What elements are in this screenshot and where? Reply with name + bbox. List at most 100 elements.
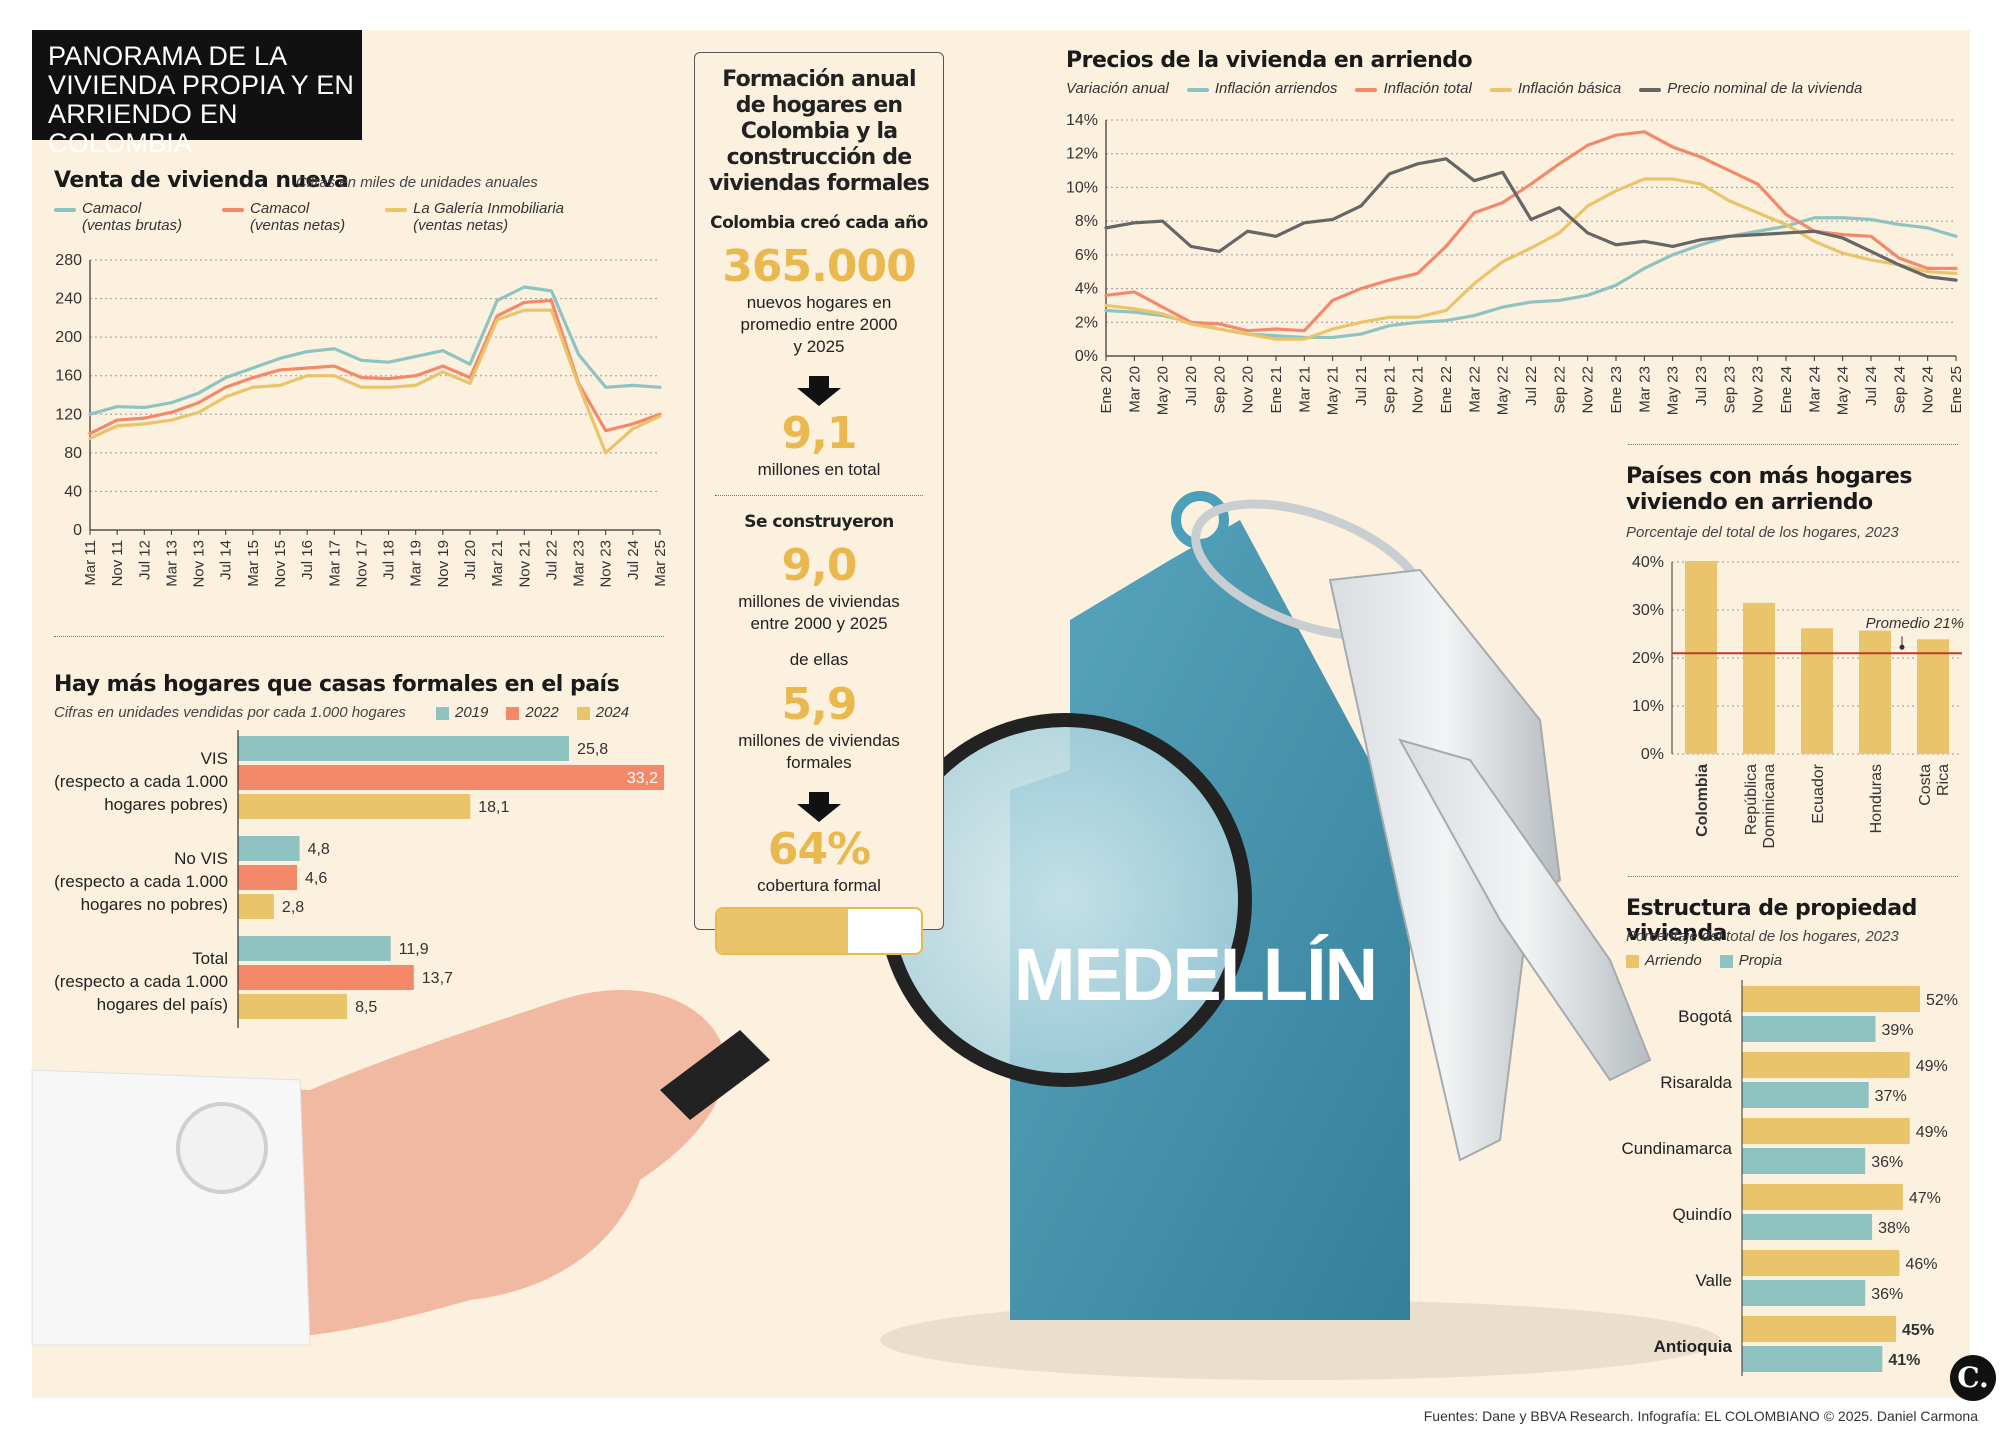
total-value: 9,1 (781, 408, 858, 459)
x-tick-label: Mar 15 (245, 540, 262, 587)
estructura-title: Estructura de propiedad vivienda (1626, 896, 1917, 946)
y-tick-label: 0% (1641, 746, 1664, 763)
x-tick-label: Nov 21 (516, 540, 533, 588)
bar (1742, 1184, 1903, 1210)
value-label: 11,9 (399, 941, 429, 958)
legend-label: Arriendo (1645, 952, 1702, 969)
category-label: Quindío (1672, 1205, 1732, 1224)
created-label: Colombia creó cada año (710, 213, 928, 233)
category-label: Bogotá (1678, 1007, 1732, 1026)
x-tick-label: Mar 24 (1806, 366, 1823, 413)
x-tick-label: Colombia (1694, 764, 1711, 837)
category-label: No VIS (174, 849, 228, 868)
value-label: 13,7 (422, 970, 453, 987)
category-label: hogares no pobres) (81, 895, 228, 914)
value-label: 8,5 (355, 999, 377, 1016)
legend-label: Inflación total (1383, 80, 1472, 97)
venta-legend: Camacol (ventas brutas) Camacol (ventas net… (54, 200, 564, 234)
created-desc: nuevos hogares en promedio entre 2000 y … (740, 293, 898, 356)
series-line (1104, 177, 1958, 341)
paises-chart: 0% 10% 20% 30% 40% Colombia República Dominican… (1632, 554, 1964, 848)
x-tick-label: Mar 11 (82, 540, 99, 586)
x-tick-label: Mar 21 (489, 540, 506, 587)
x-tick-label: May 22 (1495, 366, 1512, 415)
legend-label: Precio nominal de la vivienda (1667, 80, 1863, 97)
category-label: hogares del país) (97, 995, 228, 1014)
y-tick-label: 10% (1632, 698, 1664, 715)
x-tick-label: Mar 17 (326, 540, 343, 587)
category-label: Antioquia (1654, 1337, 1733, 1356)
x-tick-label: Sep 21 (1381, 366, 1398, 414)
x-tick-label: Nov 22 (1580, 366, 1597, 414)
hogares-subtitle: Cifras en unidades vendidas por cada 1.0… (54, 704, 406, 721)
reference-dot (1899, 644, 1905, 650)
category-label: Cundinamarca (1621, 1139, 1732, 1158)
y-tick-label: 80 (64, 445, 82, 462)
bar (1742, 1214, 1873, 1240)
category-label: Risaralda (1660, 1073, 1732, 1092)
x-tick-label: Sep 22 (1551, 366, 1568, 414)
legend-item: Inflación arriendos (1186, 80, 1337, 97)
x-tick-label: Ecuador (1810, 763, 1827, 823)
y-tick-label: 20% (1632, 650, 1664, 667)
x-tick-label: Jul 20 (462, 540, 479, 580)
city-label: MEDELLÍN (1014, 933, 1376, 1016)
y-tick-label: 120 (55, 406, 82, 423)
value-label: 39% (1882, 1022, 1914, 1039)
x-tick-label: Ene 23 (1608, 366, 1625, 414)
x-tick-label: Jul 24 (1863, 366, 1880, 406)
x-tick-label: Sep 20 (1211, 366, 1228, 414)
value-label: 46% (1905, 1256, 1937, 1273)
paises-title: Países con más hogares viviendo en arrie… (1626, 464, 1912, 515)
formal-value: 5,9 (781, 679, 858, 730)
divider (715, 495, 923, 496)
legend-item: 2019 (436, 704, 488, 721)
x-tick-label: Mar 13 (163, 540, 180, 587)
legend-item: 2022 (506, 704, 559, 721)
x-tick-label: Nov 17 (353, 540, 370, 588)
bar (238, 765, 664, 790)
x-tick-label: Jul 22 (1523, 366, 1540, 406)
y-tick-label: 0 (73, 522, 82, 539)
legend-swatch (1719, 955, 1733, 968)
y-tick-label: 200 (55, 329, 82, 346)
x-tick-label: Mar 22 (1466, 366, 1483, 413)
x-tick-label: Ene 21 (1268, 366, 1285, 414)
value-label: 18,1 (478, 799, 509, 816)
x-tick-label: Nov 21 (1410, 366, 1427, 414)
category-label: (respecto a cada 1.000 (54, 972, 228, 991)
bar (1742, 1280, 1866, 1306)
x-tick-label: Nov 19 (435, 540, 452, 588)
value-label: 4,6 (305, 870, 327, 887)
category-label: (respecto a cada 1.000 (54, 872, 228, 891)
estructura-chart: Bogotá 52% 39% Risaralda 49% 37% Cundinamarca 4… (1621, 980, 1958, 1376)
value-label: 45% (1902, 1322, 1934, 1339)
x-tick-label: Jul 14 (218, 540, 235, 580)
y-tick-label: 2% (1075, 314, 1098, 331)
x-tick-label: Nov 11 (109, 540, 126, 586)
x-tick-label: Sep 23 (1721, 366, 1738, 414)
bar (238, 794, 471, 819)
legend-item: Inflación básica (1489, 80, 1621, 97)
value-label: 36% (1871, 1286, 1903, 1303)
x-tick-label: Mar 23 (571, 540, 588, 587)
bar (1917, 639, 1949, 754)
arrow-down-icon (797, 792, 841, 822)
bar (238, 994, 348, 1019)
legend-label: 2024 (595, 704, 630, 721)
key-2 (1397, 738, 1652, 1082)
y-tick-label: 10% (1066, 179, 1098, 196)
total-desc: millones en total (757, 460, 881, 479)
bar (1742, 1250, 1900, 1276)
hogares-chart: VIS (respecto a cada 1.000 hogares pobres)… (54, 730, 664, 1028)
precios-chart: 0% 2% 4% 6% 8% 10% 12% 14% Ene 20 Mar 20 May 20 Jul… (1066, 112, 1965, 415)
x-tick-label: Ene 22 (1438, 366, 1455, 414)
bar (238, 736, 570, 761)
estructura-legend: Arriendo Propia (1626, 952, 1782, 969)
category-label: VIS (201, 749, 228, 768)
y-tick-label: 40 (64, 483, 82, 500)
x-tick-label: Nov 23 (1750, 366, 1767, 414)
hogares-legend: 2019 2022 2024 (436, 704, 629, 721)
x-tick-label: May 23 (1665, 366, 1682, 415)
x-tick-label: Jul 18 (381, 540, 398, 580)
